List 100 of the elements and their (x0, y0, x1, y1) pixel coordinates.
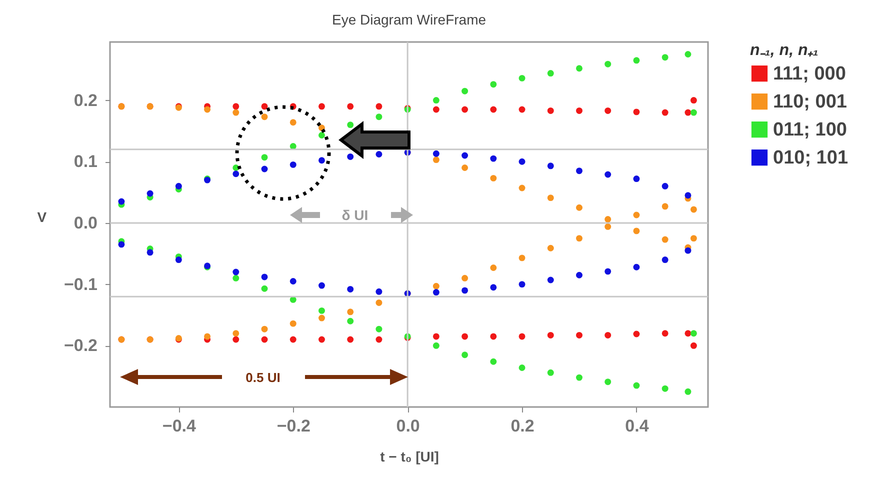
point (662, 182, 668, 190)
point (576, 235, 582, 242)
point (518, 333, 526, 340)
y-tick-label: 0.1 (74, 152, 98, 172)
point (376, 326, 382, 332)
point (604, 216, 612, 223)
point (690, 206, 697, 213)
point (633, 212, 640, 218)
point (462, 352, 468, 358)
x-axis-title: t − t₀ [UI] (380, 448, 439, 464)
point (604, 60, 612, 68)
point (462, 164, 468, 171)
point (662, 203, 668, 210)
point (490, 333, 497, 340)
point (576, 65, 582, 72)
x-tick-label: 0.4 (625, 416, 650, 436)
point (633, 228, 640, 234)
point (290, 336, 296, 343)
point (490, 264, 497, 271)
point (633, 330, 640, 338)
point (462, 88, 468, 94)
point (118, 241, 125, 248)
point (432, 289, 440, 296)
point (232, 109, 240, 116)
point (204, 106, 211, 113)
point (518, 74, 526, 82)
point (604, 223, 612, 230)
point (604, 378, 612, 386)
point (576, 272, 582, 278)
point (261, 336, 268, 343)
point (490, 155, 497, 162)
point (347, 122, 354, 128)
point (684, 330, 692, 337)
x-tick-label: 0.0 (396, 416, 420, 436)
point (432, 282, 440, 290)
point (633, 264, 640, 270)
point (261, 166, 268, 172)
point (547, 162, 554, 170)
point (347, 318, 354, 324)
point (290, 119, 296, 126)
point (633, 57, 640, 64)
point (462, 287, 468, 294)
point (261, 103, 268, 110)
point (547, 369, 554, 376)
point (662, 109, 668, 116)
legend-label: 110; 001 (773, 92, 848, 112)
point (432, 150, 440, 157)
point (490, 358, 497, 365)
point (347, 286, 354, 292)
point (462, 274, 468, 282)
y-tick-label: −0.1 (64, 274, 98, 294)
point (662, 256, 668, 264)
point (232, 330, 240, 337)
point (347, 103, 354, 110)
point (662, 54, 668, 61)
point (432, 97, 440, 104)
point (690, 109, 697, 116)
legend-label: 111; 000 (773, 64, 846, 84)
point (684, 51, 692, 58)
point (232, 274, 240, 282)
point (576, 107, 582, 114)
point (376, 103, 382, 110)
point (604, 107, 612, 114)
point (146, 190, 154, 197)
point (432, 333, 440, 340)
point (547, 276, 554, 284)
point (576, 204, 582, 211)
legend-label: 011; 100 (773, 120, 847, 140)
point (318, 157, 325, 164)
point (518, 158, 526, 165)
point (261, 154, 268, 161)
point (347, 308, 354, 316)
point (662, 236, 668, 243)
x-tick-label: 0.2 (510, 416, 534, 436)
point (604, 332, 612, 338)
point (576, 374, 582, 381)
point (633, 382, 640, 389)
point (462, 152, 468, 159)
chart-title: Eye Diagram WireFrame (332, 11, 486, 28)
point (547, 332, 554, 338)
point (490, 284, 497, 291)
point (690, 235, 697, 242)
point (118, 198, 125, 205)
point (376, 288, 382, 295)
point (376, 151, 382, 158)
y-tick-label: 0.0 (74, 213, 98, 232)
point (518, 254, 526, 262)
point (347, 153, 354, 160)
point (604, 268, 612, 275)
point (347, 336, 354, 343)
point (518, 281, 526, 288)
point (261, 114, 268, 120)
legend-title: n₋₁, n, n₊₁ (750, 42, 818, 59)
point (684, 192, 692, 199)
point (318, 336, 325, 343)
point (290, 161, 296, 168)
point (232, 336, 240, 343)
point (547, 244, 554, 252)
x-tick-label: −0.2 (276, 416, 310, 436)
point (290, 278, 296, 284)
